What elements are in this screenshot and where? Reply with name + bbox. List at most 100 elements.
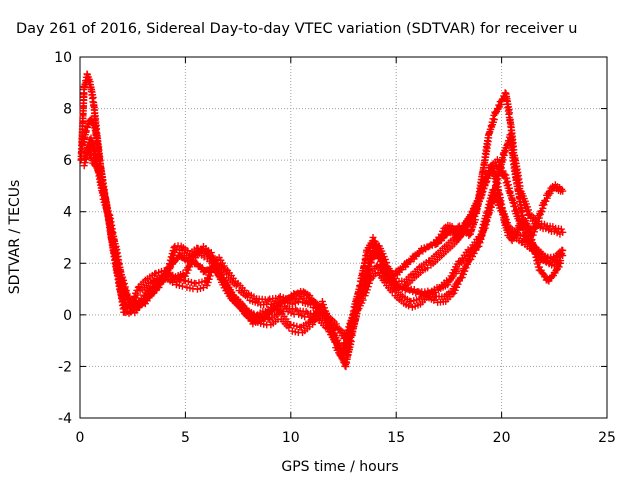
data-point — [481, 182, 489, 190]
data-point — [332, 320, 340, 328]
data-point — [355, 297, 363, 305]
data-point — [315, 302, 323, 310]
y-tick-label: 10 — [54, 50, 72, 66]
data-point — [465, 220, 473, 228]
data-point — [465, 231, 473, 239]
data-point — [327, 326, 335, 334]
data-point — [490, 116, 498, 124]
data-points — [77, 70, 567, 371]
data-point — [555, 263, 563, 271]
data-point — [101, 194, 109, 202]
data-point — [510, 199, 518, 207]
data-point — [101, 197, 109, 205]
series-track-e — [432, 162, 567, 248]
data-point — [134, 291, 142, 299]
data-point — [559, 246, 567, 254]
data-point — [529, 231, 537, 239]
data-point — [538, 208, 546, 216]
data-point — [294, 298, 302, 306]
x-tick-label: 5 — [181, 430, 190, 446]
data-point — [501, 214, 509, 222]
data-point — [204, 278, 212, 286]
data-point — [533, 221, 541, 229]
data-point — [407, 256, 415, 264]
data-point — [364, 269, 372, 277]
data-point — [502, 217, 510, 225]
data-point — [216, 269, 224, 277]
data-point — [477, 192, 485, 200]
data-point — [458, 274, 466, 282]
data-point — [348, 318, 356, 326]
data-point — [306, 292, 314, 300]
data-point — [454, 280, 462, 288]
data-point — [203, 282, 211, 290]
data-point — [89, 140, 97, 148]
data-point — [80, 162, 88, 170]
data-point — [346, 336, 354, 344]
x-tick-label: 25 — [598, 430, 616, 446]
data-point — [356, 294, 364, 302]
data-point — [334, 336, 342, 344]
data-point — [120, 280, 128, 288]
data-point — [453, 283, 461, 291]
data-point — [512, 206, 520, 214]
data-point — [199, 284, 207, 292]
data-point — [81, 159, 89, 167]
data-point — [365, 279, 373, 287]
data-point — [323, 309, 331, 317]
data-point — [504, 177, 512, 185]
data-point — [80, 90, 88, 98]
data-point — [381, 255, 389, 263]
data-point — [543, 194, 551, 202]
data-point — [475, 242, 483, 250]
data-point — [119, 273, 127, 281]
data-point — [313, 310, 321, 318]
data-point — [523, 203, 531, 211]
x-axis-label: GPS time / hours — [281, 459, 398, 475]
data-point — [302, 308, 310, 316]
data-point — [365, 247, 373, 255]
data-point — [178, 282, 186, 290]
data-point — [363, 272, 371, 280]
data-point — [357, 291, 365, 299]
data-point — [90, 143, 98, 151]
data-point — [459, 270, 467, 278]
data-point — [383, 259, 391, 267]
data-point — [198, 264, 206, 272]
chart-title: Day 261 of 2016, Sidereal Day-to-day VTE… — [16, 21, 577, 37]
data-point — [559, 228, 567, 236]
data-point — [311, 315, 319, 323]
y-tick-label: 8 — [63, 102, 72, 118]
data-point — [500, 170, 508, 178]
data-point — [344, 342, 352, 350]
data-point — [120, 276, 128, 284]
data-point — [364, 266, 372, 274]
data-point — [184, 266, 192, 274]
data-point — [87, 115, 95, 123]
data-point — [524, 235, 532, 243]
x-tick-label: 0 — [76, 430, 85, 446]
data-point — [292, 305, 300, 313]
data-point — [217, 272, 225, 280]
data-point — [405, 302, 413, 310]
data-point — [497, 101, 505, 109]
x-tick-label: 10 — [282, 430, 300, 446]
data-point — [503, 174, 511, 182]
y-tick-label: 2 — [63, 256, 72, 272]
data-point — [369, 233, 377, 241]
data-point — [530, 228, 538, 236]
data-point — [502, 171, 510, 179]
y-tick-label: -2 — [58, 359, 72, 375]
data-point — [206, 272, 214, 280]
data-point — [506, 109, 514, 117]
data-point — [557, 250, 565, 258]
data-point — [430, 296, 438, 304]
axis-ticks: 0 5 10 15 20 25 -4 -2 0 2 4 6 8 10 — [54, 50, 616, 446]
data-point — [511, 228, 519, 236]
data-point — [318, 297, 326, 305]
data-point — [557, 225, 565, 233]
data-point — [415, 248, 423, 256]
data-point — [474, 243, 482, 251]
y-tick-label: 4 — [63, 205, 72, 221]
